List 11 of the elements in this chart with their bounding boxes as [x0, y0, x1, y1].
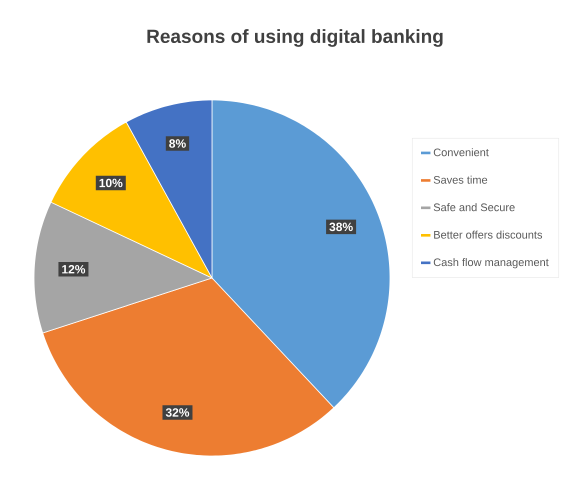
legend-label: Saves time — [434, 176, 488, 184]
chart-title: Reasons of using digital banking — [147, 29, 443, 47]
legend-label: Cash flow management — [434, 258, 549, 268]
legend-label: Better offers discounts — [434, 230, 542, 239]
data-label: 10% — [100, 178, 122, 188]
data-label: 8% — [169, 139, 186, 148]
data-label: 32% — [166, 408, 190, 417]
data-label: 12% — [62, 265, 86, 274]
data-label: 38% — [329, 222, 353, 232]
legend-label: Safe and Secure — [434, 203, 515, 212]
legend-label: Convenient — [434, 148, 489, 156]
